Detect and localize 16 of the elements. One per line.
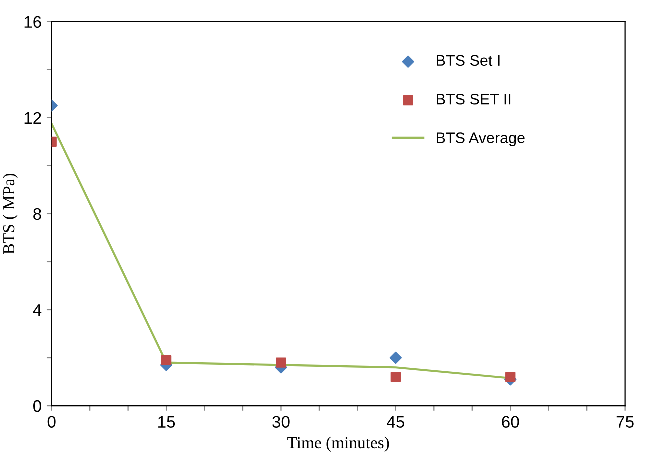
legend-label: BTS Average bbox=[437, 132, 525, 146]
legend-label: BTS SET II bbox=[437, 94, 511, 105]
y-axis-title: BTS ( MPa) bbox=[2, 174, 18, 254]
y-tick-label: 0 bbox=[34, 400, 42, 412]
y-tick-label: 8 bbox=[34, 208, 42, 220]
x-axis-title: Time (minutes) bbox=[288, 436, 390, 452]
y-tick-label: 12 bbox=[24, 112, 42, 124]
x-tick-label: 15 bbox=[158, 416, 176, 428]
y-tick-label: 16 bbox=[24, 16, 42, 28]
y-tick-label: 4 bbox=[33, 304, 42, 316]
x-tick-label: 30 bbox=[272, 416, 290, 428]
x-tick-label: 60 bbox=[502, 416, 520, 428]
x-tick-label: 0 bbox=[48, 416, 56, 428]
x-tick-label: 45 bbox=[387, 416, 404, 428]
x-tick-label: 75 bbox=[616, 416, 634, 428]
legend-label: BTS Set I bbox=[437, 55, 500, 66]
